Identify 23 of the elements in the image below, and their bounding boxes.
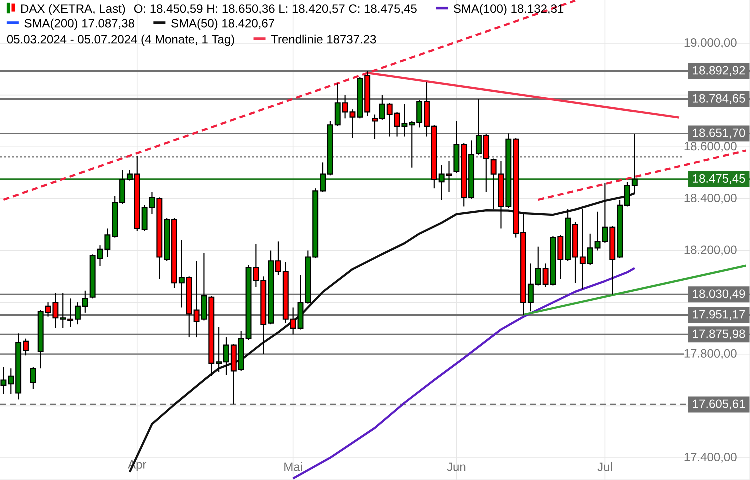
ref-line-label: 17.951,17 [693, 310, 746, 320]
ref-line-label: 18.784,65 [693, 94, 746, 104]
chart-subtitle: O: 18.450,59 H: 18.650,36 L: 18.420,57 C: 18.475,45 [134, 4, 417, 15]
ref-line-label: 18.892,92 [693, 66, 746, 76]
ref-line-label: 18.475,45 [693, 174, 746, 184]
y-tick-label: 18.400,00 [684, 194, 737, 204]
ref-line-label: 17.875,98 [693, 330, 746, 340]
annotation: 05.03.2024 - 05.07.2024 (4 Monate, 1 Tag) [7, 34, 234, 46]
x-tick-label: Jul [598, 462, 612, 472]
y-tick-label: 18.600,00 [684, 142, 737, 152]
y-tick-label: 17.800,00 [684, 349, 737, 360]
chart-title: DAX (XETRA, Last) [22, 4, 126, 16]
ref-line-label: 18.651,70 [693, 128, 746, 139]
ref-line-label: 17.605,61 [693, 400, 746, 410]
ref-line-label: 18.030,49 [693, 290, 746, 300]
y-tick-label: 18.200,00 [684, 246, 737, 256]
y-tick-label: 17.400,00 [684, 453, 737, 463]
x-tick-label: Mai [284, 462, 302, 472]
legend-label: SMA(200) 17.087,38 [24, 18, 134, 30]
legend-label: SMA(50) 18.420,67 [172, 18, 274, 30]
y-tick-label: 19.000,00 [684, 38, 737, 48]
x-tick-label: Jun [447, 462, 466, 472]
legend-label: Trendlinie 18737.23 [271, 34, 376, 44]
